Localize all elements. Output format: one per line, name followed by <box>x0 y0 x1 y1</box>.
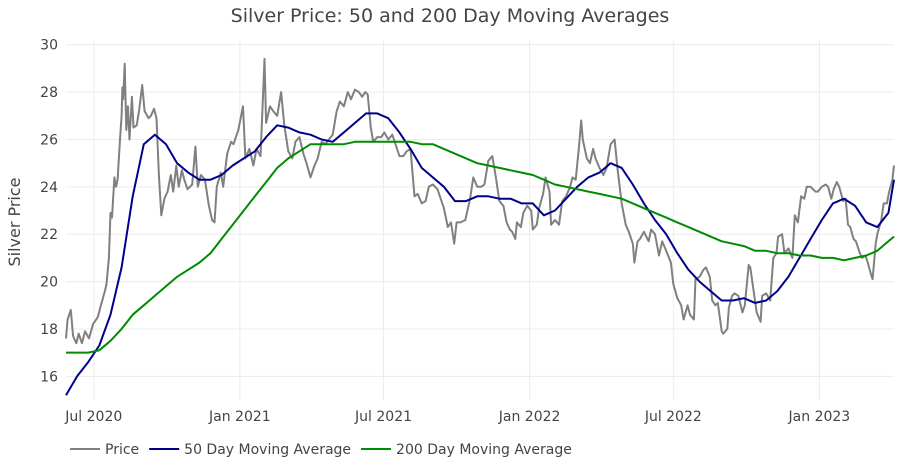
x-gridlines <box>93 40 820 400</box>
y-gridlines <box>66 44 894 377</box>
x-tick-label: Jul 2020 <box>64 409 122 425</box>
legend-item[interactable]: 200 Day Moving Average <box>361 442 572 458</box>
x-tick-label: Jan 2023 <box>788 409 851 425</box>
y-tick-label: 18 <box>40 322 58 338</box>
y-tick-label: 16 <box>40 369 58 385</box>
legend-label: 50 Day Moving Average <box>184 442 351 458</box>
y-tick-label: 28 <box>40 85 58 101</box>
y-axis-label: Silver Price <box>5 177 24 266</box>
x-tick-label: Jan 2021 <box>208 409 271 425</box>
legend-item[interactable]: Price <box>70 442 139 458</box>
legend-item[interactable]: 50 Day Moving Average <box>149 442 351 458</box>
price-line <box>65 57 895 345</box>
200-day-moving-average-line <box>66 140 895 354</box>
chart-title: Silver Price: 50 and 200 Day Moving Aver… <box>231 5 670 27</box>
legend-label: Price <box>105 442 139 458</box>
50-day-moving-average-line <box>65 112 895 396</box>
y-tick-label: 30 <box>40 38 58 54</box>
legend-label: 200 Day Moving Average <box>396 442 572 458</box>
x-tick-labels: Jul 2020 Jan 2021 Jul 2021 Jan 2022 Jul 2022… <box>64 409 850 425</box>
x-tick-label: Jul 2022 <box>644 409 702 425</box>
x-tick-label: Jan 2022 <box>498 409 561 425</box>
x-tick-label: Jul 2021 <box>354 409 412 425</box>
y-tick-labels: 16 18 20 22 24 26 28 30 <box>40 38 58 386</box>
series-lines <box>65 57 895 396</box>
legend[interactable]: Price 50 Day Moving Average 200 Day Moving… <box>70 442 572 458</box>
y-tick-label: 24 <box>40 180 58 196</box>
y-tick-label: 22 <box>40 227 58 243</box>
y-tick-label: 20 <box>40 275 58 291</box>
y-tick-label: 26 <box>40 132 58 148</box>
